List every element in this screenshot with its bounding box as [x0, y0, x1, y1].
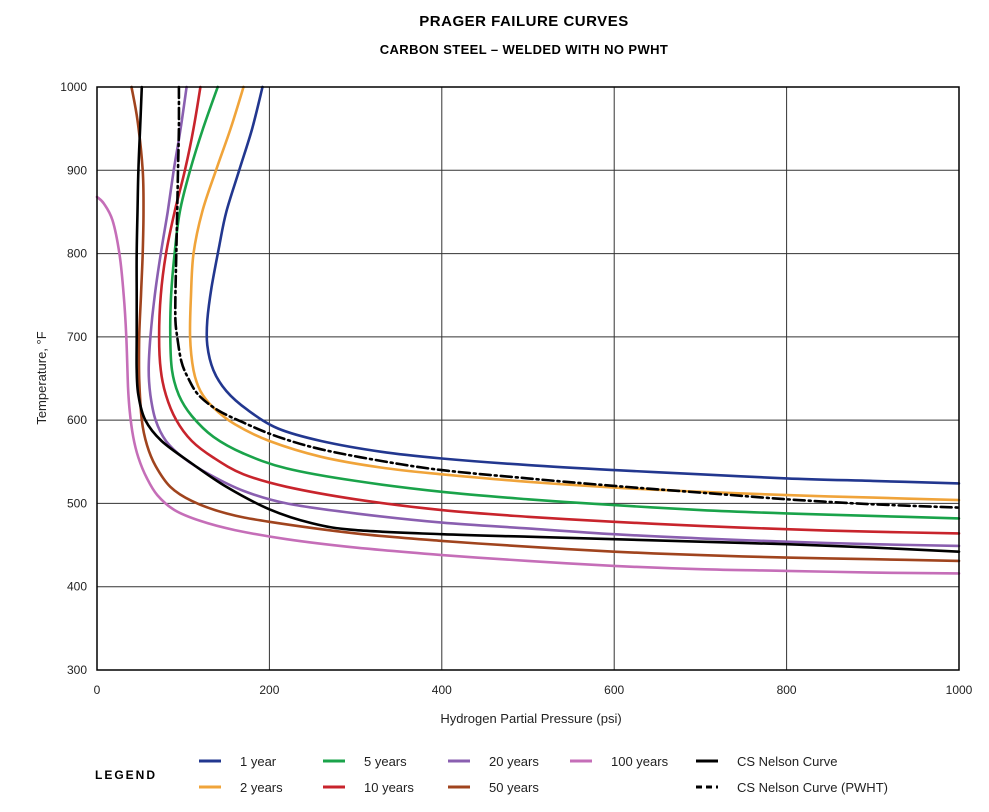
series-line-cs-nelson-curve-pwht [173, 85, 961, 509]
series-line-20-years [147, 85, 961, 548]
legend-label: 100 years [611, 754, 669, 769]
series-line-50-years [130, 85, 961, 563]
legend-label: CS Nelson Curve (PWHT) [737, 780, 888, 795]
series-line-5-years [168, 85, 961, 520]
legend-label: 20 years [489, 754, 539, 769]
legend-label: CS Nelson Curve [737, 754, 837, 769]
legend-label: 2 years [240, 780, 283, 795]
x-tick-label: 800 [777, 683, 797, 697]
x-tick-label: 1000 [946, 683, 973, 697]
x-tick-label: 200 [259, 683, 279, 697]
series-line-1-year [205, 85, 961, 485]
legend-label: 1 year [240, 754, 277, 769]
x-axis-label: Hydrogen Partial Pressure (psi) [440, 711, 621, 726]
legend-label: 50 years [489, 780, 539, 795]
axis-ticks: 0 200 400 600 800 1000 300 400 500 600 700 800 900 10… [60, 80, 972, 697]
chart-subtitle: CARBON STEEL – WELDED WITH NO PWHT [380, 42, 669, 57]
legend-label: 10 years [364, 780, 414, 795]
chart-title: PRAGER FAILURE CURVES [419, 13, 628, 30]
y-tick-label: 500 [67, 496, 87, 510]
y-tick-label: 1000 [60, 80, 87, 94]
legend-label: 5 years [364, 754, 407, 769]
x-tick-label: 0 [94, 683, 101, 697]
plot-frame [96, 86, 960, 671]
y-tick-label: 800 [67, 247, 87, 261]
series-line-cs-nelson-curve [135, 85, 961, 553]
x-tick-label: 400 [432, 683, 452, 697]
legend-title: LEGEND [95, 768, 157, 782]
y-tick-label: 300 [67, 663, 87, 677]
y-tick-label: 600 [67, 413, 87, 427]
series-line-10-years [157, 85, 961, 535]
y-tick-label: 400 [67, 580, 87, 594]
y-tick-label: 900 [67, 163, 87, 177]
grid-lines [96, 86, 960, 671]
series-line-100-years [95, 195, 961, 575]
data-series [95, 85, 961, 575]
legend: 1 year 2 years 5 years 10 years 20 years 50 y… [199, 754, 888, 795]
y-tick-label: 700 [67, 330, 87, 344]
x-tick-label: 600 [604, 683, 624, 697]
y-axis-label: Temperature, °F [34, 331, 49, 424]
